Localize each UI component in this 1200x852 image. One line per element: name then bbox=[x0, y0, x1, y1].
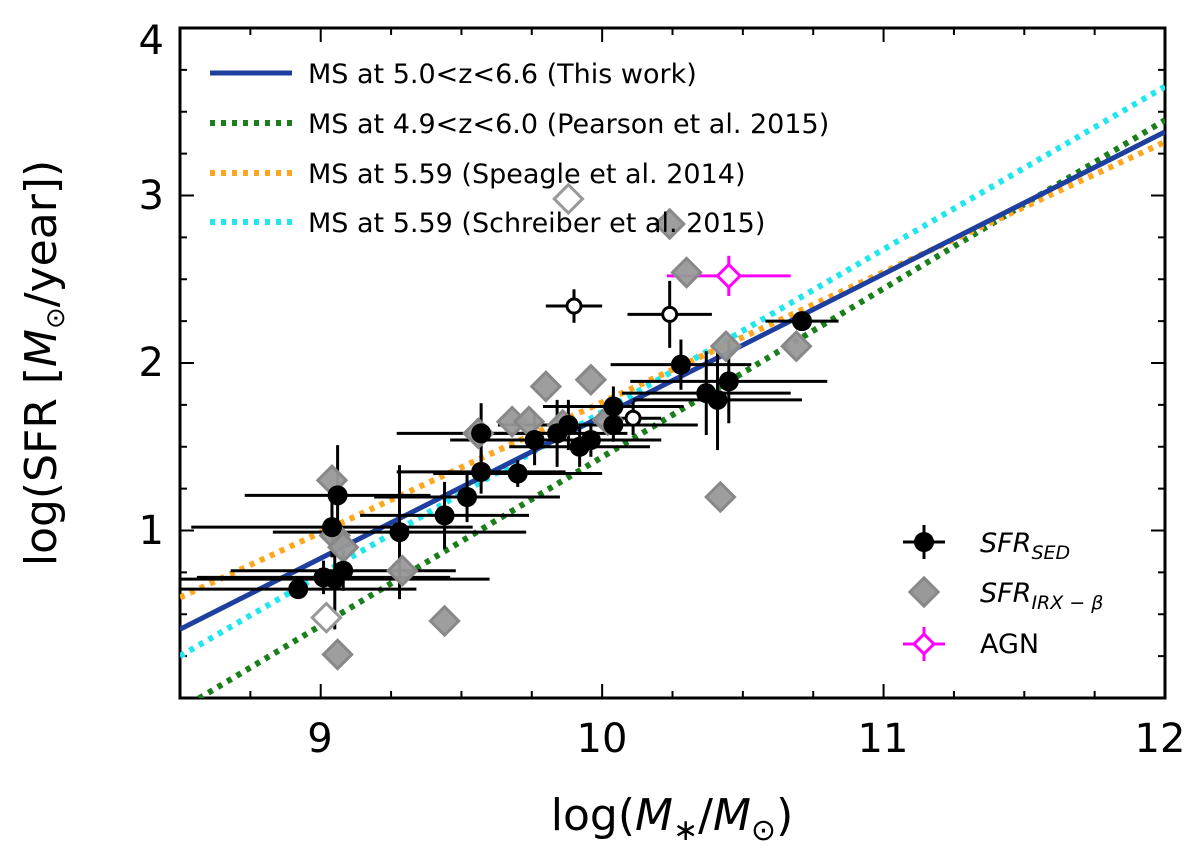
sed-point bbox=[670, 354, 691, 375]
x-tick-label-9: 9 bbox=[307, 716, 332, 762]
legend-marker-irx bbox=[907, 575, 941, 609]
irx-point bbox=[709, 329, 743, 363]
line-pearson bbox=[193, 117, 1165, 698]
legend-label-schreiber: MS at 5.59 (Schreiber et al. 2015) bbox=[308, 208, 765, 239]
sed-point bbox=[603, 414, 624, 435]
sed-point bbox=[558, 414, 579, 435]
legend-label-speagle: MS at 5.59 (Speagle et al. 2014) bbox=[308, 159, 745, 190]
legend-points: SFRSED SFRIRX − β AGN bbox=[903, 525, 1103, 661]
irx-point bbox=[653, 207, 686, 241]
sed-point bbox=[471, 461, 492, 482]
sed-point bbox=[603, 396, 624, 417]
legend-label-this-work: MS at 5.0<z<6.6 (This work) bbox=[308, 59, 697, 90]
sed-point bbox=[507, 463, 528, 484]
irx-point bbox=[529, 370, 563, 403]
sed-point bbox=[580, 430, 601, 451]
irx-point bbox=[495, 405, 529, 438]
legend-label-irx: SFRIRX − β bbox=[980, 578, 1103, 614]
legend-label-sed: SFRSED bbox=[980, 528, 1070, 564]
irx-point bbox=[512, 405, 546, 438]
sed-point bbox=[457, 487, 478, 507]
irx-point bbox=[326, 530, 360, 564]
sed-point bbox=[707, 389, 728, 410]
sed-point bbox=[718, 371, 739, 392]
y-axis-label: log(SFR [M⊙/year]) bbox=[16, 160, 71, 566]
irx-open-point bbox=[310, 601, 343, 634]
irx-point bbox=[780, 329, 813, 363]
legend-label-pearson: MS at 4.9<z<6.0 (Pearson et al. 2015) bbox=[308, 109, 829, 140]
sed-open-point bbox=[565, 297, 583, 315]
sed-point bbox=[471, 423, 492, 444]
sed-point bbox=[327, 485, 348, 506]
legend-label-agn: AGN bbox=[980, 629, 1039, 660]
y-tick-label-4: 4 bbox=[139, 18, 164, 64]
legend-marker-sed bbox=[903, 525, 945, 559]
x-tick-label-12: 12 bbox=[1135, 716, 1186, 762]
agn-point bbox=[715, 262, 743, 290]
sed-open-point bbox=[624, 409, 642, 427]
axis-ticks bbox=[179, 27, 1166, 698]
y-tick-label-1: 1 bbox=[139, 508, 164, 554]
irx-point bbox=[386, 554, 419, 587]
sed-point bbox=[389, 522, 410, 543]
y-tick-label-2: 2 bbox=[139, 340, 164, 386]
data-markers bbox=[288, 182, 813, 671]
x-tick-label-10: 10 bbox=[577, 716, 628, 762]
irx-point bbox=[670, 256, 703, 289]
sed-point bbox=[288, 579, 309, 600]
irx-open-point bbox=[552, 182, 585, 216]
legend-marker-agn bbox=[903, 627, 945, 661]
y-tick-label-3: 3 bbox=[139, 173, 164, 219]
irx-point bbox=[428, 604, 461, 638]
irx-point bbox=[704, 480, 737, 514]
irx-point bbox=[321, 638, 354, 671]
legend-main: MS at 5.0<z<6.6 (This work) MS at 4.9<z<… bbox=[210, 59, 829, 239]
sed-point bbox=[434, 505, 455, 526]
sed-point bbox=[524, 430, 545, 451]
irx-point bbox=[574, 363, 608, 397]
sed-point bbox=[791, 311, 812, 332]
x-tick-label-11: 11 bbox=[858, 716, 909, 762]
x-axis-label: log(M∗/M⊙) bbox=[551, 790, 793, 848]
sed-point bbox=[333, 560, 354, 581]
sed-open-point bbox=[661, 305, 679, 323]
sed-point bbox=[321, 517, 342, 538]
